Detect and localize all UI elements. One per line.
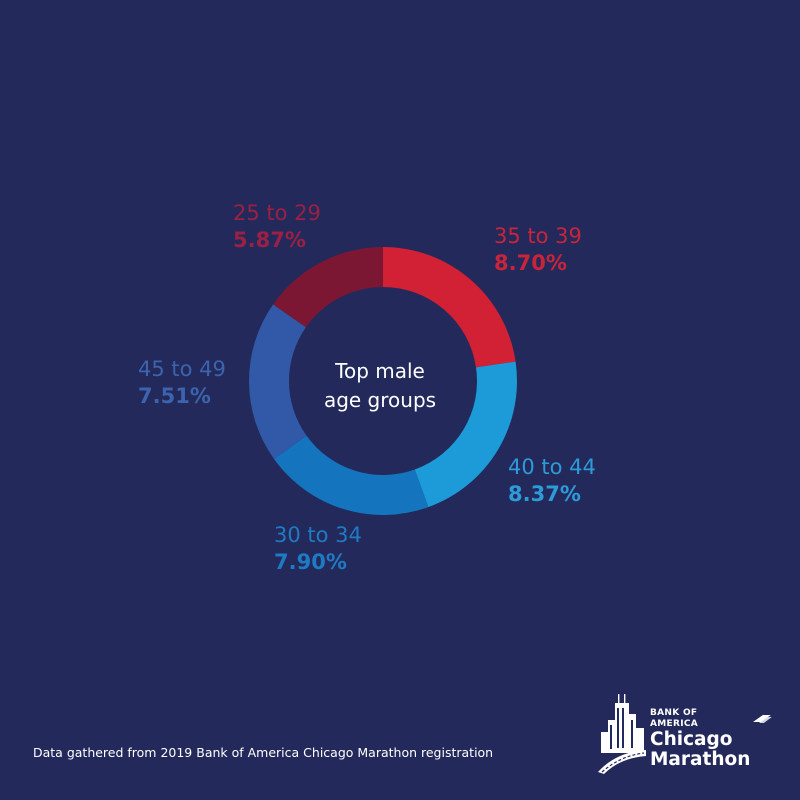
chicago-marathon-logo: BANK OF AMERICA Chicago Marathon [598, 692, 773, 774]
logo-line1: Chicago [650, 729, 733, 750]
label-40-to-44-range: 40 to 44 [508, 455, 596, 479]
slice-30-to-34 [274, 435, 429, 515]
logo-line2: Marathon [650, 749, 751, 770]
label-35-to-39-range: 35 to 39 [494, 224, 582, 248]
label-25-to-29-pct: 5.87% [233, 228, 306, 252]
chart-center-title: Top male age groups [300, 357, 460, 415]
logo-wordmark: BANK OF AMERICA Chicago Marathon [650, 708, 773, 770]
slice-45-to-49 [249, 304, 307, 460]
slice-35-to-39 [383, 247, 516, 368]
center-title-line2: age groups [323, 388, 437, 412]
label-45-to-49-range: 45 to 49 [138, 357, 226, 381]
label-45-to-49: 45 to 49 7.51% [138, 356, 226, 410]
slice-40-to-44 [414, 361, 517, 508]
logo-brand: BANK OF AMERICA [650, 708, 699, 729]
label-30-to-34: 30 to 34 7.90% [274, 522, 362, 576]
flag-icon [753, 715, 773, 723]
skyline-icon [598, 694, 646, 774]
footnote: Data gathered from 2019 Bank of America … [33, 745, 494, 760]
label-35-to-39: 35 to 39 8.70% [494, 223, 582, 277]
slice-25-to-29 [273, 247, 383, 328]
label-45-to-49-pct: 7.51% [138, 384, 211, 408]
center-title-line1: Top male [335, 359, 425, 383]
label-30-to-34-range: 30 to 34 [274, 523, 362, 547]
label-25-to-29-range: 25 to 29 [233, 201, 321, 225]
label-25-to-29: 25 to 29 5.87% [233, 200, 321, 254]
label-35-to-39-pct: 8.70% [494, 251, 567, 275]
label-40-to-44-pct: 8.37% [508, 482, 581, 506]
label-30-to-34-pct: 7.90% [274, 550, 347, 574]
label-40-to-44: 40 to 44 8.37% [508, 454, 596, 508]
